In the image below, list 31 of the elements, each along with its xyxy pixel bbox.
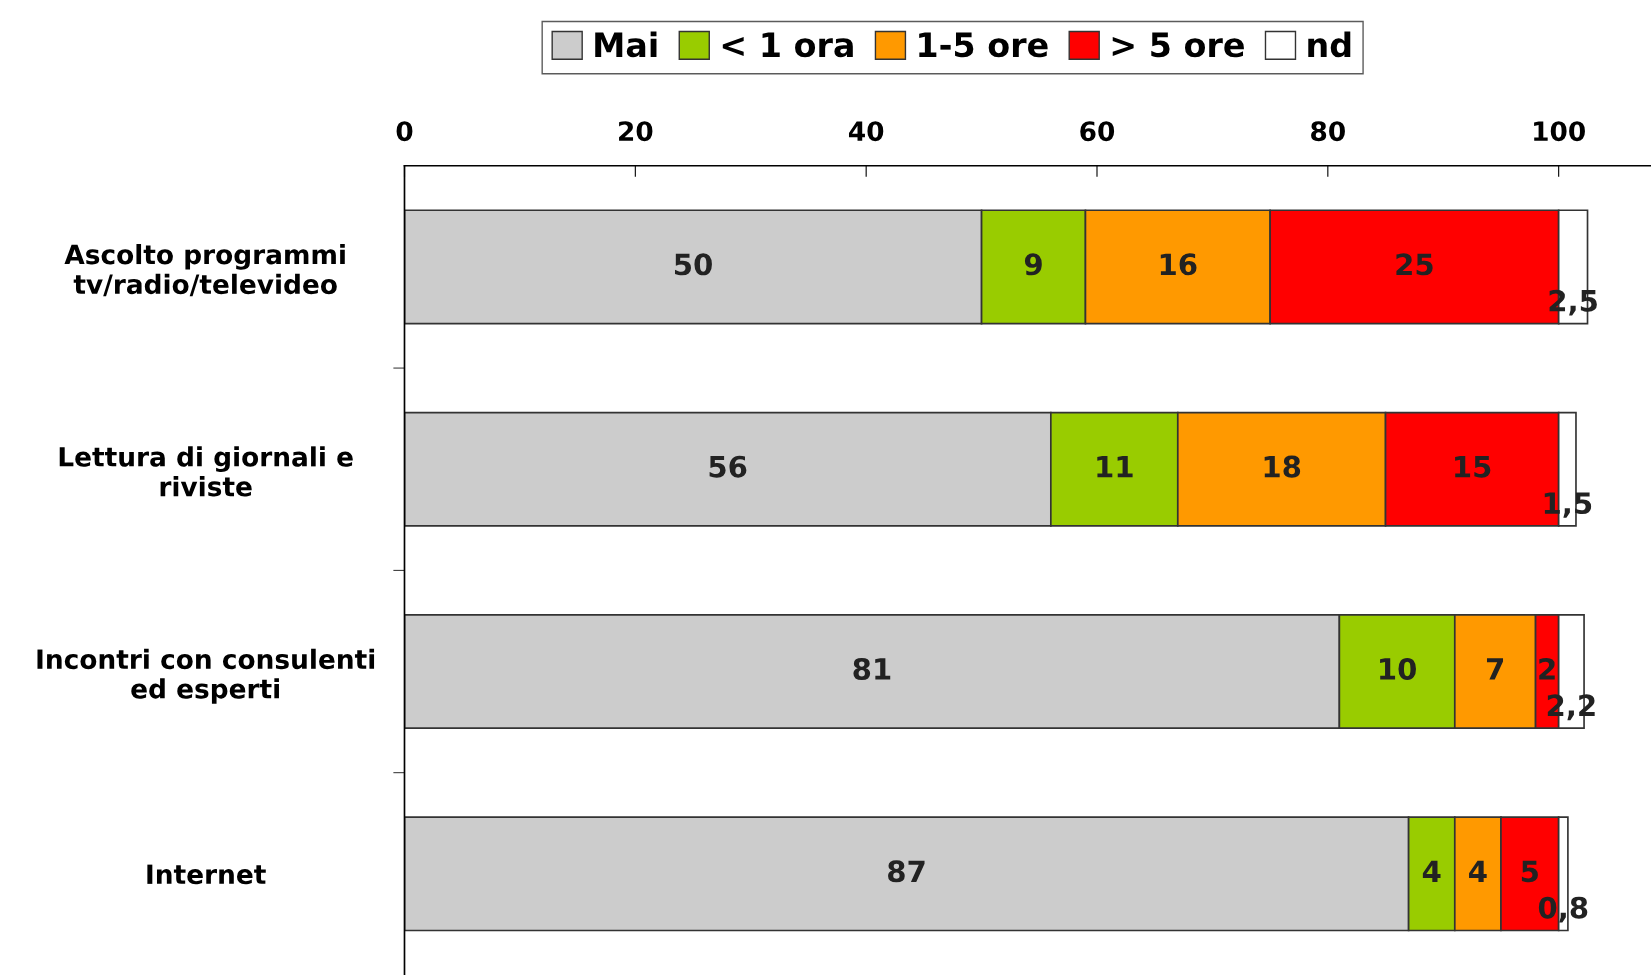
data-label: 5 bbox=[1521, 860, 1538, 883]
y-tick-label: Incontri con consulenti ed esperti bbox=[37, 648, 375, 704]
data-label: 87 bbox=[888, 860, 925, 883]
x-tick-label: 100 bbox=[1534, 121, 1585, 142]
legend-label: < 1 ora bbox=[722, 32, 853, 58]
data-label: 18 bbox=[1264, 455, 1301, 478]
y-tick-label: Internet bbox=[147, 864, 266, 885]
y-tick-label: Lettura di giornali e riviste bbox=[59, 446, 353, 497]
x-tick-label: 20 bbox=[619, 121, 653, 142]
legend-label: Mai bbox=[595, 31, 657, 58]
y-tick-label: Ascolto programmi tv/radio/televideo bbox=[64, 244, 345, 297]
data-label: 56 bbox=[709, 455, 747, 478]
data-label: 25 bbox=[1396, 253, 1433, 276]
legend-label: 1-5 ore bbox=[919, 32, 1048, 58]
legend-label: > 5 ore bbox=[1112, 32, 1244, 58]
data-label: 10 bbox=[1380, 657, 1416, 680]
x-tick-label: 0 bbox=[396, 121, 413, 142]
data-label: 81 bbox=[853, 657, 891, 680]
x-tick-label: 40 bbox=[848, 121, 884, 142]
data-label: 4 bbox=[1469, 860, 1487, 882]
data-label: 50 bbox=[675, 253, 712, 276]
data-label: 4 bbox=[1422, 860, 1441, 882]
data-label: 7 bbox=[1486, 658, 1504, 680]
data-label: 9 bbox=[1024, 253, 1042, 276]
legend-label: nd bbox=[1308, 31, 1351, 58]
x-tick-label: 60 bbox=[1080, 121, 1115, 142]
data-label: 15 bbox=[1455, 456, 1491, 478]
data-label: 2 bbox=[1539, 657, 1555, 680]
data-label: 11 bbox=[1097, 456, 1133, 478]
x-tick-label: 80 bbox=[1311, 121, 1345, 142]
data-label: 16 bbox=[1160, 253, 1197, 276]
